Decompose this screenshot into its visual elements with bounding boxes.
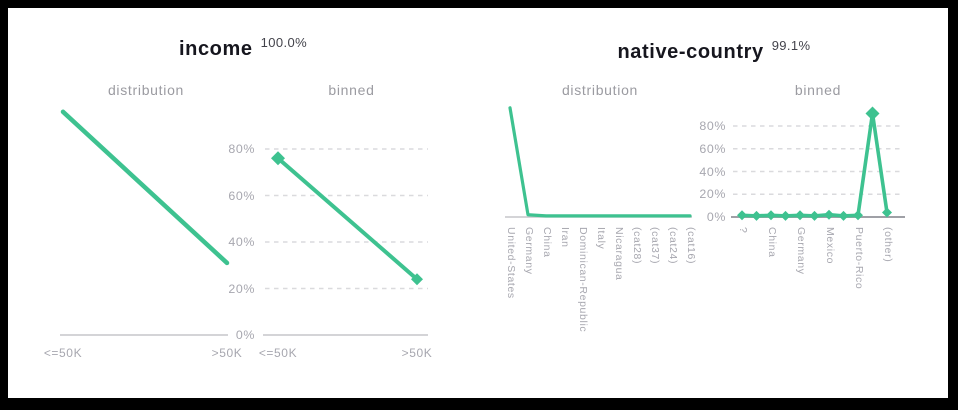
x-tick-label: Puerto-Rico	[853, 227, 865, 290]
x-tick-label: Dominican-Republic	[577, 227, 589, 333]
feature-title-row: income 100.0%	[8, 35, 478, 61]
feature-name: native-country	[617, 41, 764, 63]
x-tick-label: (cat24)	[667, 227, 679, 265]
point-marker	[780, 210, 791, 221]
point-marker	[882, 207, 892, 218]
point-marker	[809, 210, 820, 221]
point-marker	[766, 210, 776, 221]
y-tick-label: 0%	[706, 210, 726, 224]
feature-panel-income: income 100.0% distribution binned <=50K >5…	[8, 8, 478, 398]
chart-income-binned	[263, 148, 428, 336]
point-marker	[865, 106, 880, 121]
point-marker	[838, 210, 849, 221]
point-marker	[824, 209, 834, 220]
y-tick-label: 80%	[699, 119, 726, 133]
binned-header: binned	[794, 82, 842, 98]
chart-native-country-distribution	[505, 106, 692, 218]
y-tick-label: 80%	[228, 142, 255, 156]
y-tick-label: 40%	[699, 164, 726, 179]
binned-header: binned	[328, 82, 375, 98]
feature-title-row: native-country 99.1%	[478, 38, 950, 64]
x-tick-label: (cat16)	[685, 227, 697, 265]
completeness-percent: 100.0%	[260, 35, 308, 50]
completeness-percent: 99.1%	[771, 38, 811, 53]
x-tick-label: >50K	[401, 346, 433, 360]
native-country-charts-canvas	[505, 106, 905, 221]
distribution-header: distribution	[107, 82, 185, 98]
distribution-header: distribution	[561, 82, 639, 98]
x-tick-label: ?	[737, 227, 749, 234]
x-tick-label: China	[541, 227, 553, 258]
point-marker	[853, 210, 863, 221]
y-tick-label: 0%	[235, 328, 255, 342]
y-tick-label: 20%	[228, 281, 255, 296]
x-tick-label: <=50K	[43, 346, 83, 360]
feature-panel-native-country: native-country 99.1% distribution binned …	[478, 8, 950, 398]
feature-name: income	[178, 38, 253, 60]
point-marker	[737, 210, 747, 221]
point-marker	[751, 210, 762, 221]
x-tick-label: Germany	[795, 227, 807, 275]
chart-income-distribution	[60, 109, 230, 336]
x-tick-label: Nicaragua	[613, 227, 625, 281]
series-line	[740, 111, 889, 218]
x-tick-label: Italy	[595, 227, 607, 250]
x-tick-label: Mexico	[824, 227, 836, 265]
y-tick-label: 60%	[699, 141, 726, 156]
chart-native-country-binned	[731, 106, 905, 221]
x-tick-label: <=50K	[258, 346, 298, 360]
y-tick-label: 60%	[228, 188, 255, 203]
x-tick-label: (cat28)	[631, 227, 643, 265]
x-tick-label: Germany	[523, 227, 535, 275]
point-marker	[271, 151, 285, 166]
x-tick-label: >50K	[211, 346, 243, 360]
y-tick-label: 40%	[228, 235, 255, 249]
series-line	[508, 106, 692, 218]
point-marker	[411, 273, 423, 286]
x-tick-label: United-States	[505, 227, 517, 299]
x-tick-label: (cat37)	[649, 227, 661, 265]
x-tick-label: (other)	[882, 227, 894, 263]
x-tick-label: Iran	[559, 227, 571, 248]
income-charts-canvas	[60, 109, 428, 336]
x-tick-label: China	[766, 227, 778, 258]
series-line	[60, 109, 230, 266]
point-marker	[795, 210, 805, 221]
series-line	[276, 156, 419, 282]
y-tick-label: 20%	[699, 187, 726, 202]
